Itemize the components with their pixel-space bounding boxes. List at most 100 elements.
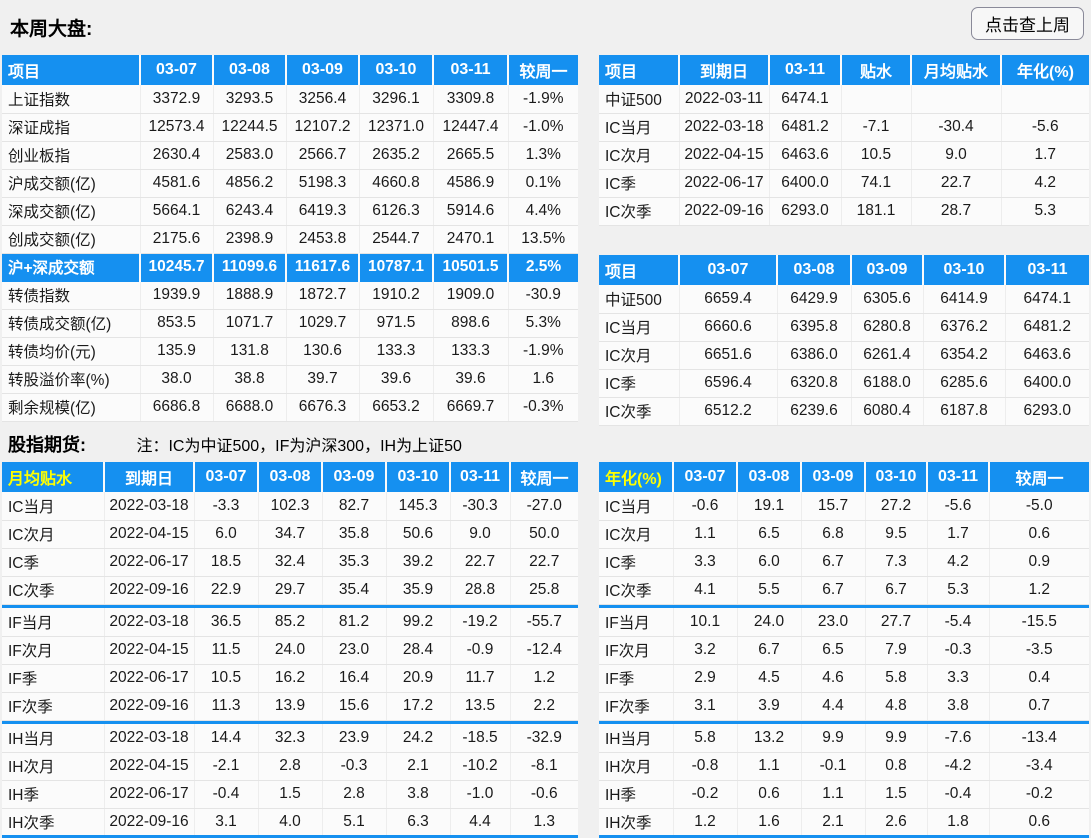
cell: 12447.4 (433, 113, 509, 142)
table-row: IC次季 2022-09-16 22.9 29.7 35.4 35.9 28.8 25.8 (2, 576, 578, 605)
cell: 28.7 (911, 197, 1002, 226)
cell: 3.8 (927, 692, 990, 721)
column-header: 03-10 (923, 255, 1006, 285)
cell: 6239.6 (777, 397, 852, 426)
table-row: IC当月 2022-03-18 6481.2 -7.1 -30.4 -5.6 (599, 113, 1089, 142)
cell (841, 85, 912, 114)
cell: -0.9 (450, 636, 511, 665)
cell: 1.6 (508, 365, 578, 394)
cell: 36.5 (194, 608, 259, 637)
table-row: IC季 3.3 6.0 6.7 7.3 4.2 0.9 (599, 548, 1089, 577)
table-row: IC次季 2022-09-16 6293.0 181.1 28.7 5.3 (599, 197, 1089, 226)
column-header: 较周一 (508, 55, 578, 85)
cell: -18.5 (450, 724, 511, 753)
table-row: IC当月 6660.6 6395.8 6280.8 6376.2 6481.2 (599, 313, 1089, 342)
cell: 39.6 (433, 365, 509, 394)
cell: 2566.7 (286, 141, 360, 170)
cell: 27.2 (865, 492, 928, 521)
cell: 6669.7 (433, 393, 509, 422)
cell: 4.6 (801, 664, 866, 693)
cell: 1.1 (737, 752, 802, 781)
table-row: IC当月 2022-03-18 -3.3 102.3 82.7 145.3 -30.3 -27… (2, 492, 578, 521)
cell: 32.3 (258, 724, 323, 753)
cell: 5664.1 (140, 197, 214, 226)
cell: 3256.4 (286, 85, 360, 114)
cell: 4586.9 (433, 169, 509, 198)
cell: 11.5 (194, 636, 259, 665)
cell: 12244.5 (213, 113, 287, 142)
cell: 4.8 (865, 692, 928, 721)
cell: 6.3 (386, 808, 451, 837)
cell: 11099.6 (213, 253, 287, 282)
table-row: IC季 2022-06-17 18.5 32.4 35.3 39.2 22.7 22.7 (2, 548, 578, 577)
cell: 6463.6 (769, 141, 842, 170)
cell: -3.5 (989, 636, 1089, 665)
table-row: 深证成指 12573.4 12244.5 12107.2 12371.0 12447.4-… (2, 113, 578, 142)
cell: 4660.8 (359, 169, 434, 198)
futures-section-label: 股指期货: (8, 435, 86, 455)
cell: 1888.9 (213, 281, 287, 310)
cell: 16.2 (258, 664, 323, 693)
row-label: IC当月 (599, 492, 674, 521)
table-row: 沪+深成交额 10245.7 11099.6 11617.6 10787.1 10501.… (2, 253, 578, 282)
cell: 11.7 (450, 664, 511, 693)
cell: -0.4 (927, 780, 990, 809)
cell: 99.2 (386, 608, 451, 637)
cell: 6395.8 (777, 313, 852, 342)
cell: 1.7 (1001, 141, 1089, 170)
cell: 14.4 (194, 724, 259, 753)
cell: 74.1 (841, 169, 912, 198)
cell: 2630.4 (140, 141, 214, 170)
annualized-table: 年化(%) 03-07 03-08 03-09 03-10 03-11 较周一 IC当月 -0.… (599, 462, 1089, 838)
cell: 6.7 (737, 636, 802, 665)
cell: 15.7 (801, 492, 866, 521)
row-label: IC当月 (2, 492, 105, 521)
cell: -13.4 (989, 724, 1089, 753)
cell: 16.4 (322, 664, 387, 693)
column-header: 03-08 (777, 255, 852, 285)
cell: 1071.7 (213, 309, 287, 338)
cell: -32.9 (510, 724, 578, 753)
cell: 4.4 (450, 808, 511, 837)
row-label: 转债指数 (2, 281, 141, 310)
cell: -10.2 (450, 752, 511, 781)
cell: 50.6 (386, 520, 451, 549)
cell: -0.6 (510, 780, 578, 809)
cell: 24.0 (737, 608, 802, 637)
cell (911, 85, 1002, 114)
row-label: IH当月 (599, 724, 674, 753)
column-header: 贴水 (841, 55, 912, 85)
cell: 22.7 (510, 548, 578, 577)
row-label: 深证成指 (2, 113, 141, 142)
table-row: 创成交额(亿) 2175.6 2398.9 2453.8 2544.7 2470.1 13.… (2, 225, 578, 254)
cell: 23.0 (322, 636, 387, 665)
cell: 1.3 (510, 808, 578, 837)
cell: 5.3 (927, 576, 990, 605)
table-row: 沪成交额(亿) 4581.6 4856.2 5198.3 4660.8 4586.9 0.1… (2, 169, 578, 198)
cell: 6.0 (194, 520, 259, 549)
cell: 2022-09-16 (679, 197, 770, 226)
row-label: IC次月 (599, 141, 680, 170)
row-label: 转债均价(元) (2, 337, 141, 366)
cell: 6653.2 (359, 393, 434, 422)
cell: 5.3 (1001, 197, 1089, 226)
row-label: IH当月 (2, 724, 105, 753)
column-header: 较周一 (510, 462, 578, 492)
cell: 133.3 (359, 337, 434, 366)
view-last-week-button[interactable]: 点击查上周 (971, 7, 1084, 40)
cell: 28.8 (450, 576, 511, 605)
cell: 5.8 (673, 724, 738, 753)
cell: -15.5 (989, 608, 1089, 637)
cell: 2022-09-16 (104, 808, 195, 837)
table-row: IF次季 3.1 3.9 4.4 4.8 3.8 0.7 (599, 692, 1089, 721)
cell: 81.2 (322, 608, 387, 637)
cell: 6.0 (737, 548, 802, 577)
cell: 6659.4 (679, 285, 778, 314)
cell: -7.6 (927, 724, 990, 753)
row-label: IC季 (599, 548, 674, 577)
row-label: 深成交额(亿) (2, 197, 141, 226)
cell: 22.7 (911, 169, 1002, 198)
cell: 0.6 (989, 808, 1089, 837)
row-label: 创业板指 (2, 141, 141, 170)
cell: 35.4 (322, 576, 387, 605)
